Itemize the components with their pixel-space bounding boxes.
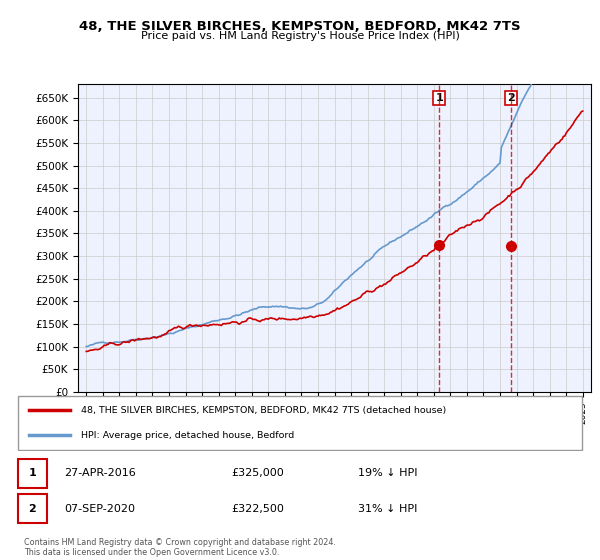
Text: 07-SEP-2020: 07-SEP-2020 (64, 504, 135, 514)
Text: Price paid vs. HM Land Registry's House Price Index (HPI): Price paid vs. HM Land Registry's House … (140, 31, 460, 41)
Text: 31% ↓ HPI: 31% ↓ HPI (358, 504, 417, 514)
FancyBboxPatch shape (18, 396, 582, 450)
Text: Contains HM Land Registry data © Crown copyright and database right 2024.
This d: Contains HM Land Registry data © Crown c… (24, 538, 336, 557)
Text: £322,500: £322,500 (231, 504, 284, 514)
Text: 48, THE SILVER BIRCHES, KEMPSTON, BEDFORD, MK42 7TS (detached house): 48, THE SILVER BIRCHES, KEMPSTON, BEDFOR… (81, 406, 446, 415)
Text: 2: 2 (28, 504, 36, 514)
Text: 2: 2 (508, 93, 515, 103)
Text: 1: 1 (435, 93, 443, 103)
Text: 27-APR-2016: 27-APR-2016 (64, 468, 136, 478)
Text: HPI: Average price, detached house, Bedford: HPI: Average price, detached house, Bedf… (81, 431, 295, 440)
FancyBboxPatch shape (18, 459, 47, 488)
Text: 19% ↓ HPI: 19% ↓ HPI (358, 468, 417, 478)
Text: 1: 1 (28, 468, 36, 478)
Text: £325,000: £325,000 (231, 468, 284, 478)
Text: 48, THE SILVER BIRCHES, KEMPSTON, BEDFORD, MK42 7TS: 48, THE SILVER BIRCHES, KEMPSTON, BEDFOR… (79, 20, 521, 32)
FancyBboxPatch shape (18, 494, 47, 523)
